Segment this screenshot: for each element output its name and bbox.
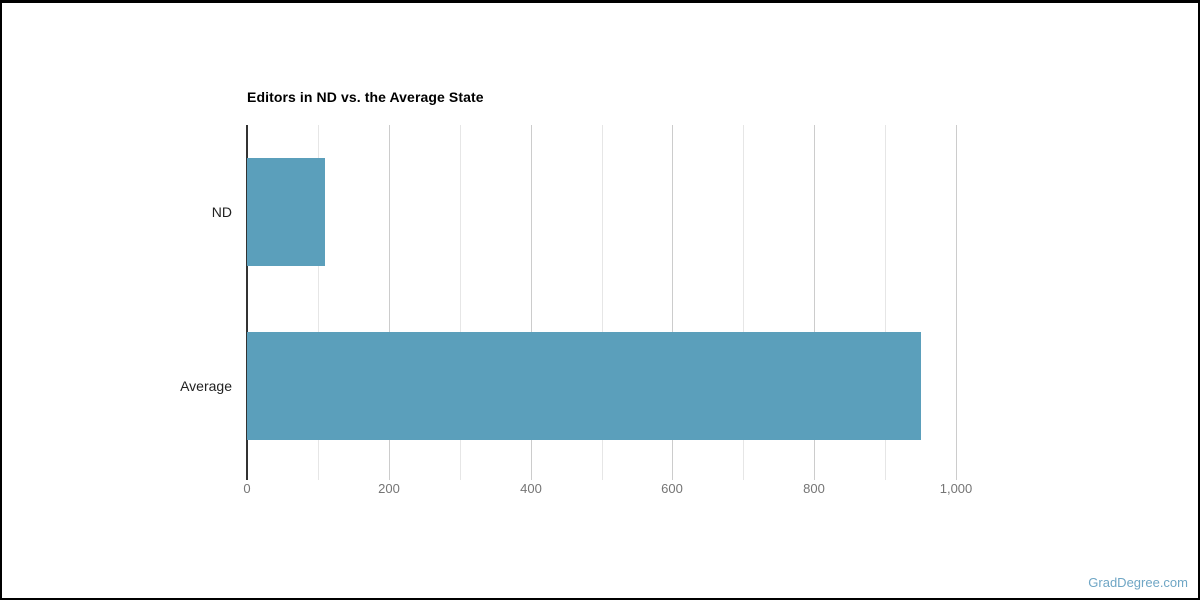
x-tick-label: 1,000 <box>939 481 973 496</box>
gridline <box>885 125 886 480</box>
gridline <box>672 125 673 480</box>
watermark-link[interactable]: GradDegree.com <box>1088 575 1188 590</box>
x-tick-label: 400 <box>520 481 542 496</box>
x-tick-label: 600 <box>661 481 683 496</box>
bar-nd[interactable] <box>247 158 325 266</box>
gridline <box>602 125 603 480</box>
gridline <box>318 125 319 480</box>
gridline <box>743 125 744 480</box>
y-axis-line <box>246 125 248 480</box>
plot-area <box>246 125 1027 480</box>
gridline <box>956 125 957 480</box>
x-tick-label: 200 <box>378 481 400 496</box>
category-label-average: Average <box>180 378 232 394</box>
gridline <box>460 125 461 480</box>
gridline <box>814 125 815 480</box>
gridline <box>389 125 390 480</box>
x-tick-label: 0 <box>243 481 251 496</box>
gridline <box>531 125 532 480</box>
chart-title: Editors in ND vs. the Average State <box>247 89 484 105</box>
x-tick-label: 800 <box>803 481 825 496</box>
bar-average[interactable] <box>247 332 921 440</box>
category-label-nd: ND <box>211 204 232 220</box>
